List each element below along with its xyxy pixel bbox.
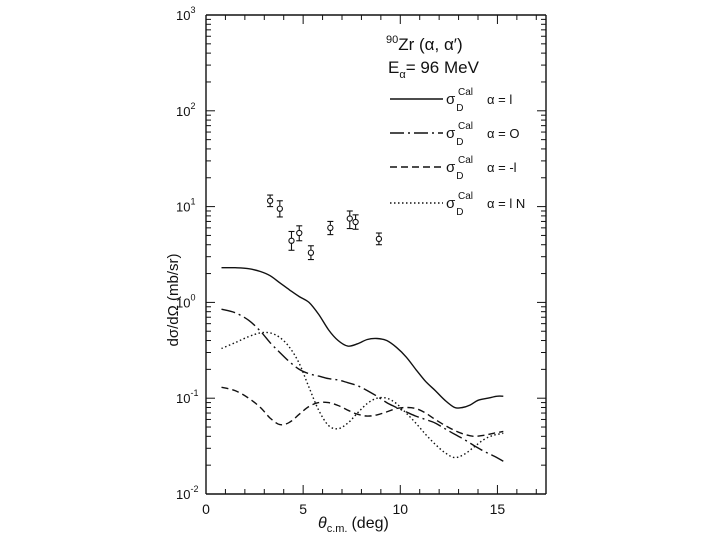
title-energy-value: = 96 MeV: [406, 58, 480, 77]
legend-value-1: α = O: [487, 126, 519, 141]
y-axis-label: dσ/dΩ (mb/sr): [165, 254, 182, 347]
title-reaction: 90Zr (α, α′): [386, 34, 463, 54]
legend-value-2: α = -l: [487, 160, 517, 175]
experimental-points: [266, 194, 383, 261]
y-tick-label-base: 10: [176, 104, 190, 119]
major-ticks: [205, 14, 546, 495]
curve-series-0: [221, 266, 504, 409]
legend-sub: D: [456, 171, 463, 182]
curve-series-3: [221, 331, 504, 459]
title-energy-sub: α: [399, 69, 406, 81]
data-point: [276, 205, 283, 212]
legend-sub: D: [456, 137, 463, 148]
title-energy: Eα= 96 MeV: [388, 58, 480, 81]
data-point: [266, 197, 274, 204]
plot-frame: [205, 14, 547, 495]
x-label-unit: (deg): [351, 515, 388, 532]
y-tick-label-exp: 0: [190, 292, 195, 302]
y-tick-label: 103: [176, 5, 195, 23]
legend-sup-3: Cal: [458, 191, 473, 202]
x-label-sub: c.m.: [327, 523, 348, 535]
minor-ticks: [206, 15, 546, 494]
x-tick-label: 10: [392, 501, 408, 517]
y-tick-label-exp: 3: [190, 5, 195, 15]
title-nucleus-mass: 90: [386, 34, 398, 46]
y-tick-label-exp: -1: [190, 388, 198, 398]
y-tick-label-base: 10: [176, 391, 190, 406]
legend-label-2: σD: [446, 159, 464, 182]
legend-sub: D: [456, 207, 463, 218]
legend-sup-2: Cal: [458, 155, 473, 166]
data-point: [327, 224, 334, 232]
x-tick-label: 0: [202, 501, 210, 517]
data-point: [307, 249, 315, 256]
legend-symbol: σ: [446, 125, 456, 142]
legend-label-3: σD: [446, 195, 464, 218]
x-label-symbol: θ: [318, 515, 327, 532]
y-tick-label: 102: [176, 101, 195, 119]
data-point: [346, 215, 353, 222]
legend-value-0: α = l: [487, 92, 512, 107]
x-tick-label: 15: [490, 501, 506, 517]
legend-symbol: σ: [446, 159, 456, 176]
data-point: [288, 237, 295, 244]
x-tick-label: 5: [299, 501, 307, 517]
title-energy-symbol: E: [388, 58, 399, 77]
data-point: [375, 235, 383, 243]
y-tick-label-base: 10: [176, 487, 190, 502]
title-reaction-text: Zr (α, α′): [398, 35, 462, 54]
y-tick-label-base: 10: [176, 8, 190, 23]
y-tick-label-exp: -2: [190, 484, 198, 494]
y-tick-label: 10-2: [176, 484, 198, 502]
curve-series-2: [221, 386, 504, 438]
y-tick-label: 101: [176, 197, 195, 215]
legend-label-1: σD: [446, 125, 464, 148]
theory-curves: [221, 266, 504, 462]
legend-sub: D: [456, 103, 463, 114]
y-tick-label-exp: 1: [190, 197, 195, 207]
data-point: [296, 229, 303, 237]
y-tick-label-exp: 2: [190, 101, 195, 111]
y-tick-label: 100: [176, 292, 195, 310]
y-tick-label: 10-1: [176, 388, 198, 406]
legend-symbol: σ: [446, 91, 456, 108]
y-tick-label-base: 10: [176, 295, 190, 310]
legend-sup-1: Cal: [458, 121, 473, 132]
legend-symbol: σ: [446, 195, 456, 212]
data-point: [352, 218, 359, 226]
legend-sup-0: Cal: [458, 87, 473, 98]
curve-series-1: [221, 308, 504, 462]
x-axis-label: θc.m. (deg): [318, 515, 389, 535]
x-tick-labels: 0 5 10 15: [202, 501, 505, 517]
y-tick-label-base: 10: [176, 200, 190, 215]
legend-value-3: α = l N: [487, 196, 525, 211]
legend-label-0: σD: [446, 91, 464, 114]
